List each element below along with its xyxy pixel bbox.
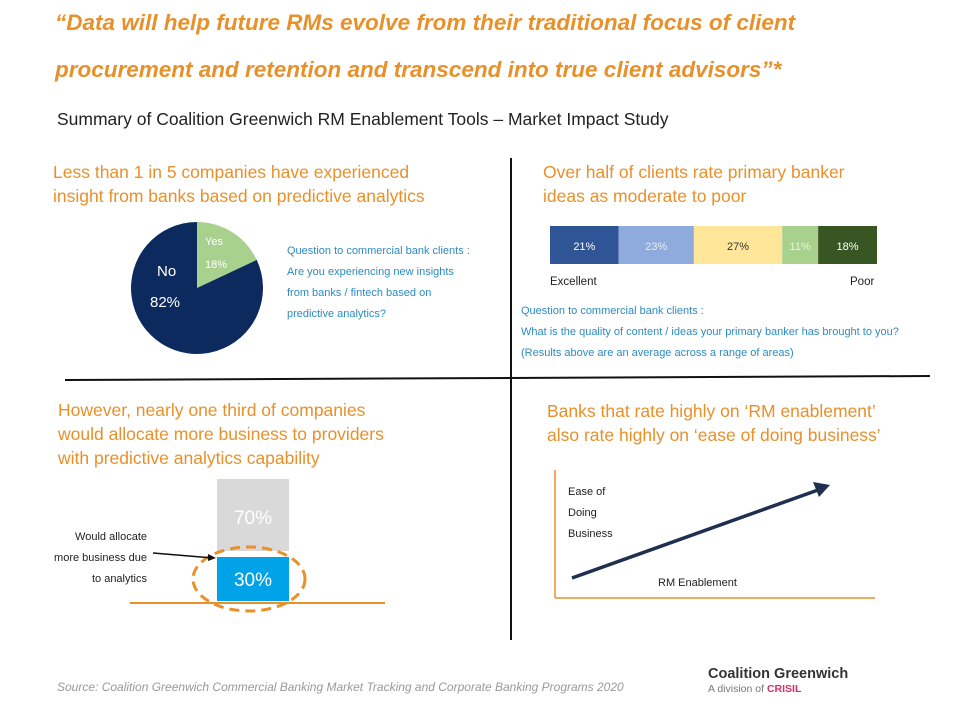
q2-heading-2: ideas as moderate to poor [543, 186, 747, 206]
arrowhead-icon [208, 554, 216, 561]
q1-question-line: predictive analytics? [287, 308, 387, 320]
annotation-line: more business due [54, 552, 147, 564]
q2-question: Question to commercial bank clients : Wh… [521, 301, 899, 364]
horizontal-divider [64, 375, 931, 381]
no-category-label: No [157, 263, 176, 280]
q2-question-line: (Results above are an average across a r… [521, 347, 794, 359]
source-note: Source: Coalition Greenwich Commercial B… [57, 680, 624, 694]
q1-question-line: Question to commercial bank clients : [287, 245, 470, 257]
q2-heading-1: Over half of clients rate primary banker [543, 162, 845, 182]
pie-slice-yes [197, 222, 257, 288]
rating-segment [618, 226, 694, 264]
annotation-line: to analytics [91, 573, 147, 585]
q3-heading-line: However, nearly one third of companies [58, 400, 366, 420]
rating-segment [693, 226, 783, 264]
pie-chart: Yes 18% No 82% [131, 222, 264, 355]
yes-value-label: 18% [205, 259, 227, 271]
y-axis-label: Ease of Doing Business [568, 482, 613, 545]
yes-category-label: Yes [205, 236, 223, 248]
excellent-label: Excellent [550, 276, 597, 288]
y-label-line: Doing [568, 507, 597, 519]
q1-heading-2: insight from banks based on predictive a… [53, 186, 425, 206]
pie-slice-no [131, 222, 264, 355]
rating-segment [818, 226, 877, 264]
q3-annotation: Would allocate more business due to anal… [20, 527, 147, 590]
bar-segment-30 [217, 557, 289, 601]
rating-segment-label: 27% [727, 241, 749, 253]
headline-line-2: procurement and retention and transcend … [55, 57, 782, 82]
q2-question-line: Question to commercial bank clients : [521, 305, 704, 317]
rating-segment-label: 18% [837, 241, 859, 253]
bar-segment-70 [217, 479, 289, 551]
x-axis-label: RM Enablement [658, 577, 737, 589]
bar-label-30: 30% [234, 570, 272, 591]
rating-segment-label: 11% [790, 241, 811, 253]
y-label-line: Business [568, 528, 613, 540]
q1-question-line: Are you experiencing new insights [287, 266, 454, 278]
trend-arrow [571, 488, 819, 580]
logo-division: A division of CRISIL [708, 683, 801, 695]
rating-segment [550, 226, 619, 264]
rating-segment [782, 226, 819, 264]
trend-arrowhead-icon [813, 482, 830, 497]
logo-division-text: A division of [708, 683, 765, 695]
q1-question: Question to commercial bank clients : Ar… [287, 241, 470, 325]
q1-heading-1: Less than 1 in 5 companies have experien… [53, 162, 410, 182]
allocation-bar-chart: 30% 70% [217, 479, 289, 601]
poor-label: Poor [850, 276, 875, 288]
rating-segment-label: 21% [573, 241, 595, 253]
headline-line-1: “Data will help future RMs evolve from t… [55, 10, 796, 35]
logo-brand: CRISIL [766, 683, 802, 695]
q3-heading: However, nearly one third of companies w… [58, 398, 384, 470]
q2-question-line: What is the quality of content / ideas y… [521, 326, 899, 338]
no-value-label: 82% [150, 294, 180, 311]
highlight-ellipse [191, 545, 307, 613]
y-label-line: Ease of [568, 486, 606, 498]
q4-heading-2: also rate highly on ‘ease of doing busin… [547, 425, 881, 445]
q3-heading-line: with predictive analytics capability [58, 448, 320, 468]
rating-segment-label: 23% [645, 241, 667, 253]
annotation-line: Would allocate [75, 531, 147, 543]
rating-bar-chart: 21% 23% 27% 11% 18% [550, 226, 877, 264]
logo-name: Coalition Greenwich [708, 666, 849, 682]
bar-label-70: 70% [234, 508, 272, 529]
q3-heading-line: would allocate more business to provider… [58, 424, 384, 444]
q1-question-line: from banks / fintech based on [287, 287, 432, 299]
q4-heading-1: Banks that rate highly on ‘RM enablement… [547, 401, 876, 421]
subtitle: Summary of Coalition Greenwich RM Enable… [57, 109, 669, 129]
annotation-arrow [152, 552, 214, 559]
